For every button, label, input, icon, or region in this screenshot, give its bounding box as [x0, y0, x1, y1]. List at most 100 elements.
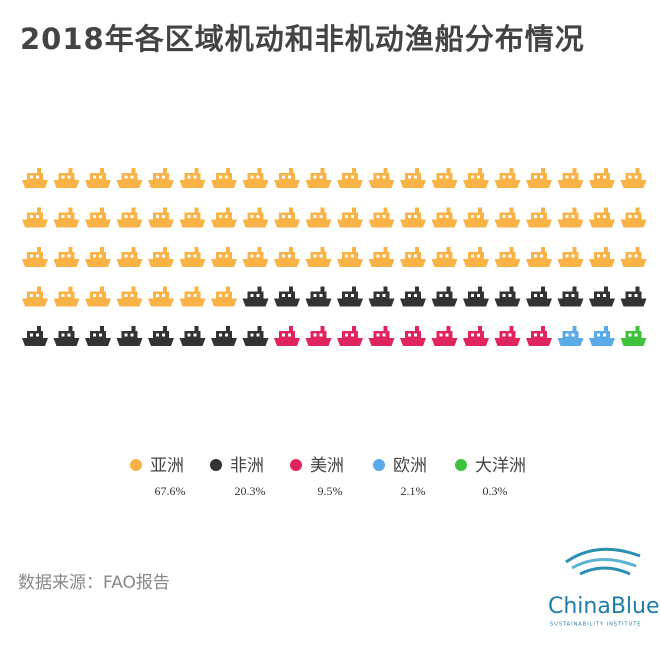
ship-window: [565, 215, 569, 218]
value-label: 9.5%: [318, 484, 343, 498]
ship-window: [634, 333, 638, 337]
ship-cabin: [405, 291, 421, 300]
ship-cabin: [625, 331, 642, 339]
ship-cabin: [58, 331, 75, 339]
ship-icon: [337, 286, 363, 307]
ship-hull: [368, 338, 395, 346]
value-label: 2.1%: [401, 484, 426, 498]
ship-chimney: [572, 207, 577, 214]
ship-icon: [368, 207, 395, 228]
ship-window: [156, 294, 159, 297]
ship-cabin: [436, 331, 453, 339]
ship-chimney: [352, 247, 356, 253]
ship-hull: [494, 338, 521, 346]
ship-chimney: [509, 168, 514, 174]
ship-window: [477, 175, 480, 179]
ship-window: [382, 333, 386, 337]
ship-chimney: [509, 286, 514, 293]
ship-icon: [148, 247, 174, 267]
ship-icon: [305, 326, 332, 346]
ship-cabin: [405, 252, 421, 260]
chart-title: 2018年各区域机动和非机动渔船分布情况: [20, 22, 585, 56]
ship-hull: [463, 180, 489, 188]
ship-icon: [400, 168, 426, 188]
ship-chimney: [194, 207, 199, 214]
ship-window: [219, 254, 222, 258]
ship-cabin: [121, 173, 138, 181]
ship-chimney: [131, 207, 136, 214]
ship-hull: [179, 298, 206, 307]
ship-icon: [463, 247, 489, 267]
ship-window: [256, 294, 260, 297]
ship-icon: [22, 207, 48, 228]
ship-chimney: [541, 247, 545, 253]
ship-chimney: [604, 247, 608, 253]
ship-hull: [337, 180, 363, 188]
ship-window: [256, 254, 260, 258]
ship-chimney: [194, 247, 199, 253]
ship-window: [250, 215, 254, 218]
ship-hull: [242, 298, 269, 307]
ship-icon: [620, 326, 647, 346]
ship-hull: [116, 298, 143, 307]
ship-window: [502, 294, 506, 297]
ship-hull: [526, 259, 552, 267]
ship-window: [61, 254, 65, 258]
ship-window: [445, 333, 449, 337]
ship-hull: [400, 180, 426, 188]
ship-chimney: [163, 326, 167, 332]
ship-chimney: [572, 326, 577, 332]
ship-icon: [526, 207, 552, 228]
ship-window: [319, 294, 323, 297]
ship-icon: [463, 286, 489, 307]
ship-hull: [368, 180, 395, 188]
ship-chimney: [37, 286, 41, 293]
ship-cabin: [625, 173, 642, 181]
logo-tagline: SUSTAINABILITY INSTITUTE: [550, 622, 641, 628]
ship-window: [124, 215, 128, 218]
ship-chimney: [415, 326, 419, 332]
ship-window: [67, 254, 71, 258]
ship-hull: [179, 259, 206, 267]
ship-window: [439, 294, 443, 297]
value-label: 20.3%: [235, 484, 266, 498]
ship-cabin: [499, 173, 516, 181]
ship-window: [282, 215, 285, 218]
ship-chimney: [446, 286, 451, 293]
ship-cabin: [279, 291, 295, 300]
legend-dot: [130, 459, 142, 471]
ship-hull: [305, 180, 332, 188]
ship-hull: [557, 180, 584, 188]
ship-hull: [53, 180, 80, 188]
ship-cabin: [499, 291, 516, 300]
ship-window: [471, 294, 474, 297]
ship-chimney: [478, 247, 482, 253]
ship-icon: [368, 168, 395, 188]
legend-dot: [455, 459, 467, 471]
ship-window: [130, 333, 134, 337]
ship-window: [439, 333, 443, 337]
ship-window: [99, 294, 102, 297]
ship-window: [603, 175, 606, 179]
ship-icon: [431, 207, 458, 228]
ship-window: [382, 175, 386, 179]
ship-cabin: [90, 291, 106, 300]
ship-cabin: [153, 252, 169, 260]
ship-cabin: [184, 291, 201, 300]
ship-icon: [620, 207, 647, 228]
ship-window: [597, 254, 600, 258]
ship-hull: [179, 338, 206, 346]
ship-window: [408, 175, 411, 179]
ship-cabin: [562, 291, 579, 300]
ship-cabin: [405, 173, 421, 181]
ship-chimney: [100, 247, 104, 253]
ship-icon: [211, 168, 237, 188]
ship-cabin: [562, 173, 579, 181]
ship-cabin: [373, 173, 390, 181]
ship-window: [288, 175, 291, 179]
ship-chimney: [68, 207, 73, 214]
ship-window: [93, 254, 96, 258]
ship-window: [219, 294, 222, 297]
ship-window: [99, 333, 102, 337]
